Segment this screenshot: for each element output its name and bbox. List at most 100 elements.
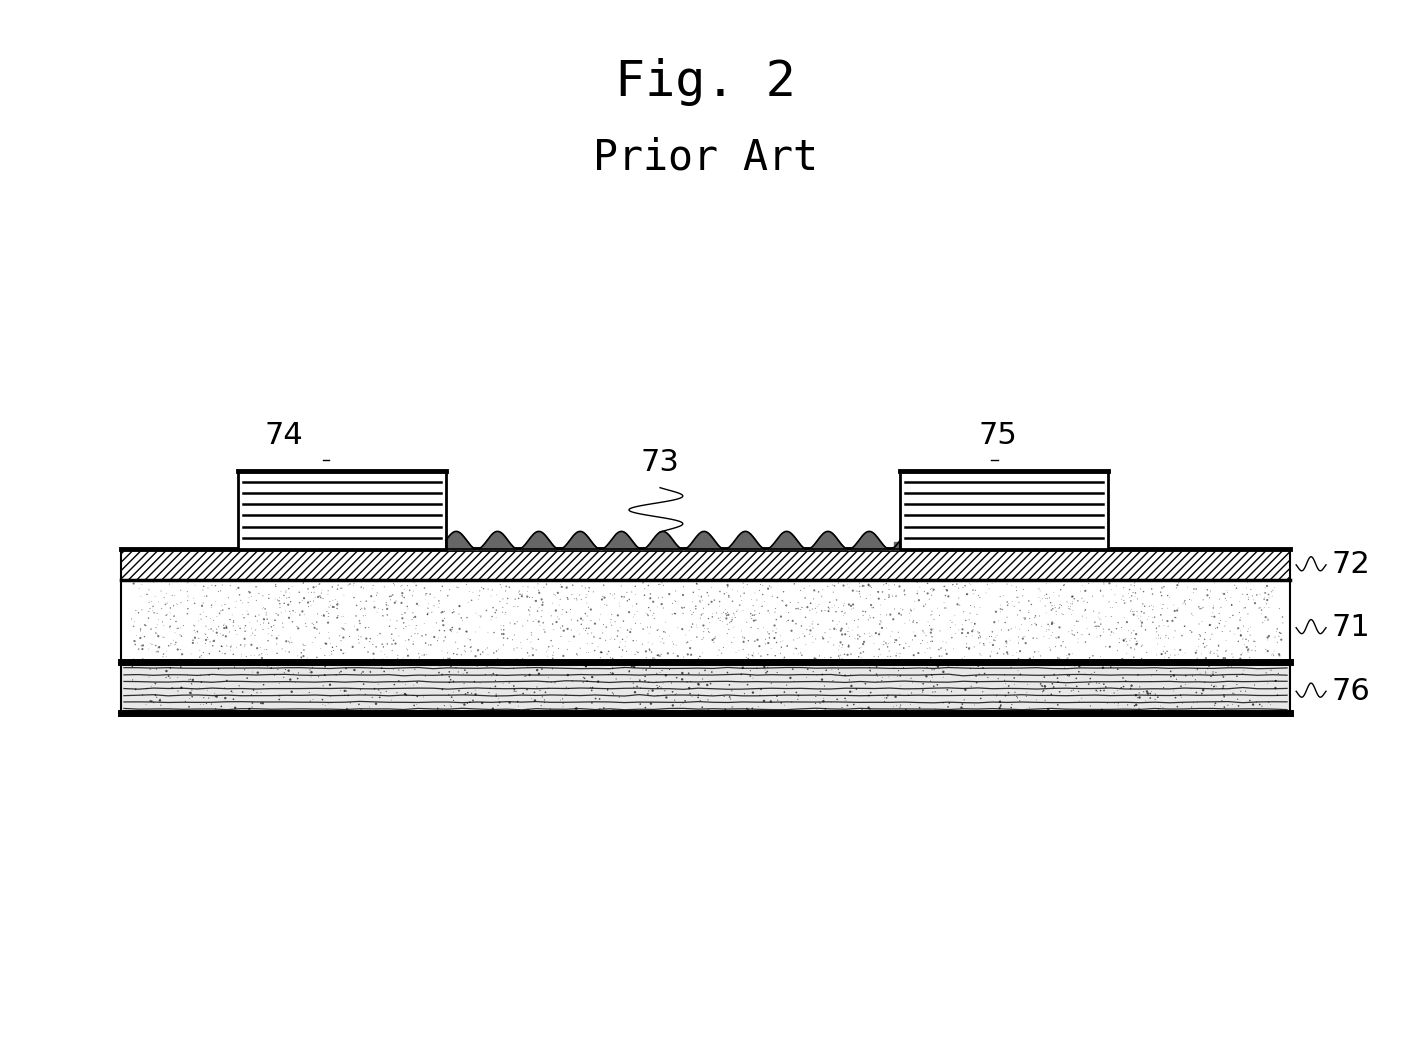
Point [231,595,254,612]
Point [1266,686,1288,703]
Point [697,596,720,613]
Point [337,687,360,704]
Point [536,641,559,658]
Point [1188,631,1211,647]
Point [1215,593,1237,610]
Point [823,637,845,654]
Point [446,623,468,640]
Point [1164,622,1187,639]
Point [1017,699,1040,716]
Point [159,702,182,719]
Point [1177,579,1199,596]
Point [504,616,526,633]
Point [967,658,989,675]
Point [385,613,408,630]
Point [577,583,600,600]
Point [440,698,463,715]
Point [935,681,958,698]
Point [886,668,909,685]
Point [848,583,871,600]
Point [137,641,159,658]
Point [1204,678,1226,695]
Point [1057,667,1079,684]
Point [267,592,289,609]
Point [1188,626,1211,643]
Point [1112,678,1134,695]
Point [866,673,889,689]
Point [299,597,322,614]
Point [855,590,878,606]
Point [790,599,813,616]
Point [443,603,466,620]
Point [928,622,951,639]
Point [1089,648,1112,665]
Point [253,676,275,693]
Point [1243,677,1266,694]
Point [381,642,404,659]
Point [779,594,801,611]
Point [1009,643,1031,660]
Point [275,590,298,606]
Point [975,631,998,647]
Point [375,597,398,614]
Point [804,600,827,617]
Point [996,576,1019,593]
Point [1189,665,1212,682]
Point [883,600,906,617]
Point [810,602,832,619]
Point [1092,676,1115,693]
Point [1036,575,1058,592]
Point [1181,699,1204,716]
Point [655,624,677,641]
Point [731,592,753,609]
Point [1268,624,1291,641]
Point [718,615,741,632]
Point [439,672,461,688]
Point [371,601,394,618]
Point [697,588,720,604]
Point [1144,691,1167,707]
Point [769,609,792,625]
Point [615,643,638,660]
Point [773,648,796,665]
Point [821,599,844,616]
Point [464,604,487,621]
Point [1211,693,1233,709]
Point [488,694,511,710]
Point [214,618,237,635]
Point [454,685,477,702]
Point [1229,612,1252,628]
Point [1003,598,1026,615]
Point [202,622,224,639]
Point [286,671,309,687]
Point [463,674,485,691]
Point [566,592,588,609]
Point [192,644,214,661]
Point [1182,584,1205,601]
Point [879,606,902,623]
Point [904,680,927,697]
Point [1228,620,1250,637]
Point [921,603,944,620]
Point [1125,625,1147,642]
Point [934,641,957,658]
Point [1074,602,1096,619]
Point [820,650,842,666]
Point [844,631,866,647]
Point [526,662,549,679]
Point [602,685,625,702]
Point [1092,576,1115,593]
Point [392,620,415,637]
Point [268,627,291,644]
Point [965,667,988,684]
Point [398,582,420,599]
Point [646,679,669,696]
Point [1163,630,1185,646]
Point [326,610,349,626]
Point [308,576,330,593]
Point [279,630,302,646]
Point [182,590,205,606]
Point [1199,583,1222,600]
Point [439,650,461,666]
Point [717,606,739,623]
